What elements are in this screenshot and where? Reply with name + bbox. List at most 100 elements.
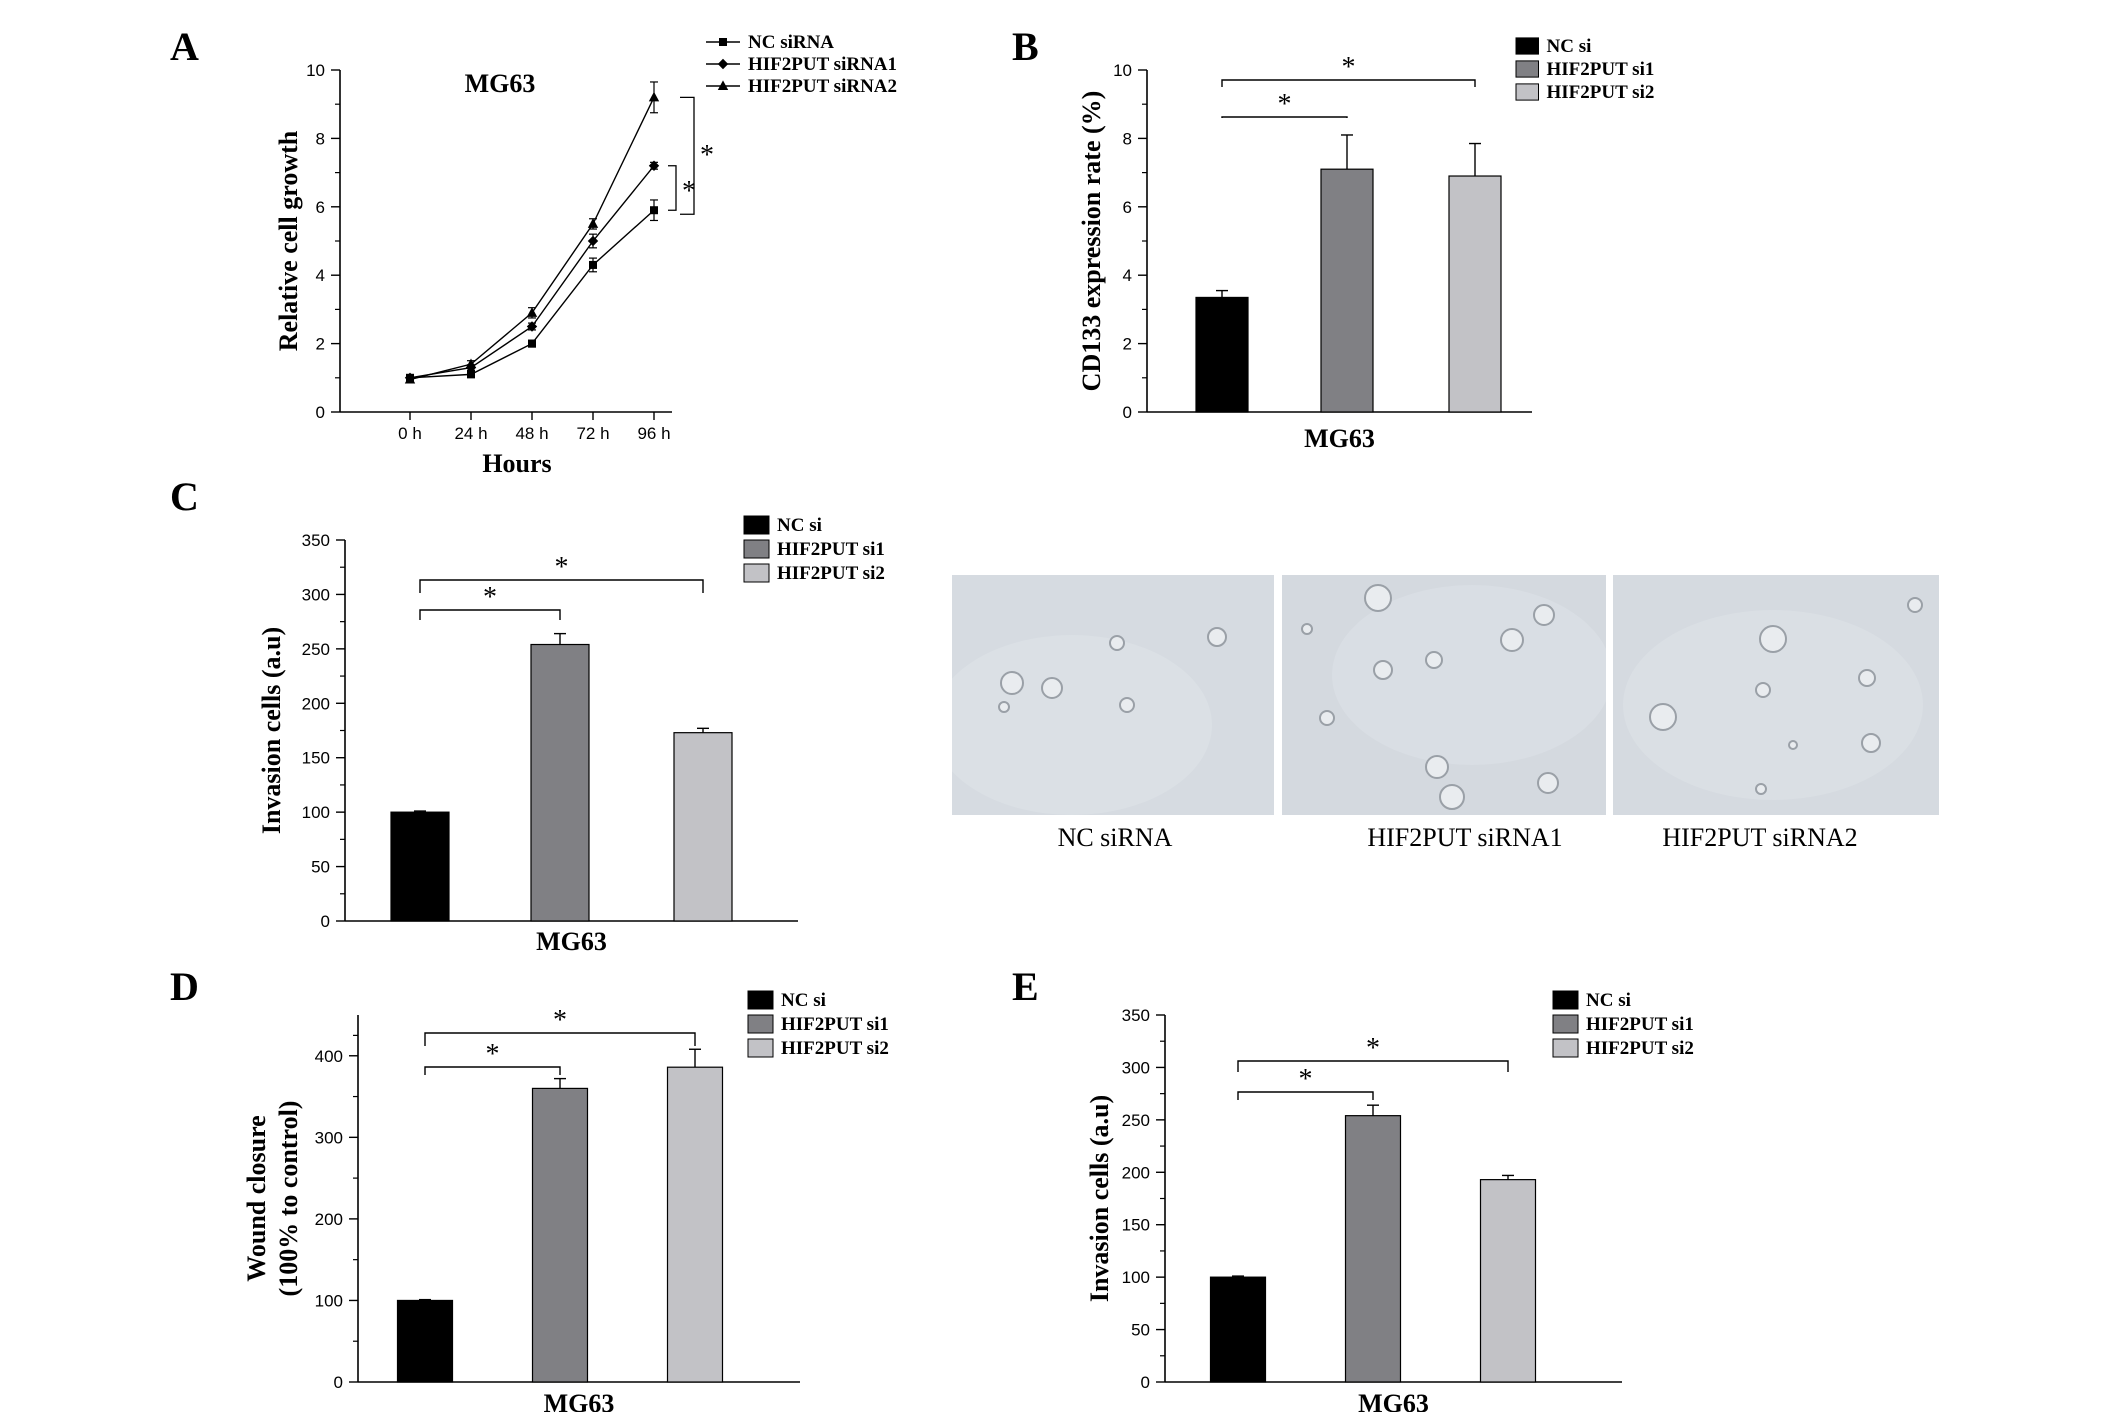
- y-tick-label-d: 100: [315, 1291, 343, 1310]
- y-tick-label-a: 2: [316, 335, 325, 354]
- bar-c: [530, 643, 590, 922]
- caption-hif2put-sirna2: HIF2PUT siRNA2: [1662, 823, 1857, 852]
- significance-star-d: *: [486, 1039, 500, 1070]
- micrograph-hif2put-sirna2-image: [1613, 575, 1939, 815]
- series-line-a: [409, 97, 655, 381]
- legend-swatch-b: [1515, 37, 1539, 55]
- significance-bracket-c: [419, 579, 704, 593]
- legend-swatch-c: [743, 515, 770, 535]
- legend-label-a: HIF2PUT siRNA1: [748, 54, 897, 75]
- y-tick-label-d: 300: [315, 1128, 343, 1147]
- legend-swatch-b: [1515, 60, 1539, 78]
- legend-swatch-b: [1515, 83, 1539, 101]
- y-tick-label-c: 200: [302, 694, 330, 713]
- legend-label-b: HIF2PUT si1: [1547, 59, 1655, 80]
- bar-e: [1479, 1179, 1537, 1383]
- y-axis-title-e: Invasion cells (a.u): [1085, 1095, 1114, 1302]
- data-point-a: [404, 373, 416, 384]
- y-tick-label-c: 100: [302, 803, 330, 822]
- significance-bracket-a: [680, 96, 695, 215]
- x-axis-title-c: MG63: [536, 927, 607, 956]
- significance-bracket-b: [1221, 79, 1476, 87]
- micrograph-nc-sirna-image: [952, 575, 1274, 815]
- panel-letter-d: D: [170, 964, 199, 1009]
- panel-letter-a: A: [170, 24, 199, 69]
- y-axis-title-d: Wound closure: [242, 1115, 271, 1281]
- significance-bracket-a: [668, 165, 677, 211]
- y-tick-label-c: 250: [302, 640, 330, 659]
- x-tick-label-a: 96 h: [637, 424, 670, 443]
- legend-swatch-d: [747, 1038, 774, 1058]
- x-tick-label-a: 0 h: [398, 424, 422, 443]
- significance-bracket-d: [424, 1066, 561, 1075]
- y-tick-label-b: 0: [1123, 403, 1132, 422]
- y-tick-label-e: 50: [1131, 1321, 1150, 1340]
- legend-swatch-c: [743, 563, 770, 583]
- y-tick-label-e: 0: [1141, 1373, 1150, 1392]
- micrograph-nc-sirna: [952, 575, 1274, 815]
- significance-star-a: *: [682, 176, 696, 207]
- y-tick-label-a: 4: [316, 266, 325, 285]
- caption-hif2put-sirna1: HIF2PUT siRNA1: [1367, 823, 1562, 852]
- data-point-a: [526, 321, 538, 332]
- data-point-a: [465, 358, 477, 369]
- significance-bracket-d: [424, 1032, 696, 1046]
- y-tick-label-e: 100: [1122, 1268, 1150, 1287]
- legend-label-d: HIF2PUT si2: [781, 1038, 889, 1059]
- significance-star-b: *: [1342, 52, 1356, 83]
- significance-bracket-e: [1237, 1060, 1509, 1072]
- significance-star-c: *: [483, 582, 497, 613]
- significance-star-e: *: [1299, 1064, 1313, 1095]
- data-point-a: [587, 218, 599, 228]
- legend-marker-a: [717, 58, 729, 70]
- caption-nc-sirna: NC siRNA: [1058, 823, 1173, 852]
- bar-c: [673, 732, 733, 922]
- y-tick-label-b: 10: [1113, 61, 1132, 80]
- legend-label-c: HIF2PUT si2: [777, 563, 885, 584]
- legend-marker-a: [717, 80, 729, 90]
- legend-label-e: HIF2PUT si1: [1586, 1014, 1694, 1035]
- y-tick-label-c: 50: [311, 858, 330, 877]
- data-point-a: [589, 260, 597, 269]
- legend-label-d: HIF2PUT si1: [781, 1014, 889, 1035]
- significance-bracket-e: [1237, 1091, 1374, 1100]
- chart-title-a: MG63: [465, 69, 536, 98]
- data-point-a: [650, 206, 658, 215]
- significance-star-c: *: [555, 552, 569, 583]
- y-axis-title-c: Invasion cells (a.u): [257, 627, 286, 834]
- chart-d: 0 100 200 300 400 Wound closure (100% to contr…: [242, 990, 889, 1417]
- y-tick-label-e: 350: [1122, 1006, 1150, 1025]
- y-tick-label-b: 8: [1123, 129, 1132, 148]
- y-tick-label-e: 150: [1122, 1216, 1150, 1235]
- significance-star-a: *: [700, 140, 714, 171]
- y-axis-title-a: Relative cell growth: [274, 130, 303, 351]
- y-tick-label-d: 0: [334, 1373, 343, 1392]
- legend-label-b: HIF2PUT si2: [1547, 82, 1655, 103]
- significance-star-e: *: [1366, 1033, 1380, 1064]
- x-tick-label-a: 24 h: [454, 424, 487, 443]
- significance-star-b: *: [1278, 89, 1292, 120]
- y-tick-label-c: 300: [302, 585, 330, 604]
- panel-letter-b: B: [1012, 24, 1039, 69]
- y-tick-label-c: 350: [302, 531, 330, 550]
- data-point-a: [648, 160, 660, 171]
- legend-swatch-e: [1552, 990, 1579, 1010]
- significance-star-d: *: [553, 1005, 567, 1036]
- significance-bracket-b: [1221, 116, 1348, 118]
- y-axis-title-line2-d: (100% to control): [274, 1101, 303, 1297]
- data-point-a: [648, 91, 660, 102]
- y-tick-label-a: 10: [306, 61, 325, 80]
- chart-c: 0 50 100 150 200 250 300 350 Invasion cells (a.u…: [257, 515, 885, 956]
- y-tick-label-b: 2: [1123, 335, 1132, 354]
- panel-letter-c: C: [170, 474, 199, 519]
- x-axis-title-a: Hours: [482, 449, 551, 478]
- x-axis-title-b: MG63: [1304, 424, 1375, 453]
- y-tick-label-d: 200: [315, 1210, 343, 1229]
- legend-label-c: HIF2PUT si1: [777, 539, 885, 560]
- legend-label-a: NC siRNA: [748, 32, 834, 53]
- bar-c: [390, 811, 450, 922]
- y-tick-label-c: 150: [302, 749, 330, 768]
- x-tick-label-a: 48 h: [515, 424, 548, 443]
- data-point-a: [587, 235, 599, 247]
